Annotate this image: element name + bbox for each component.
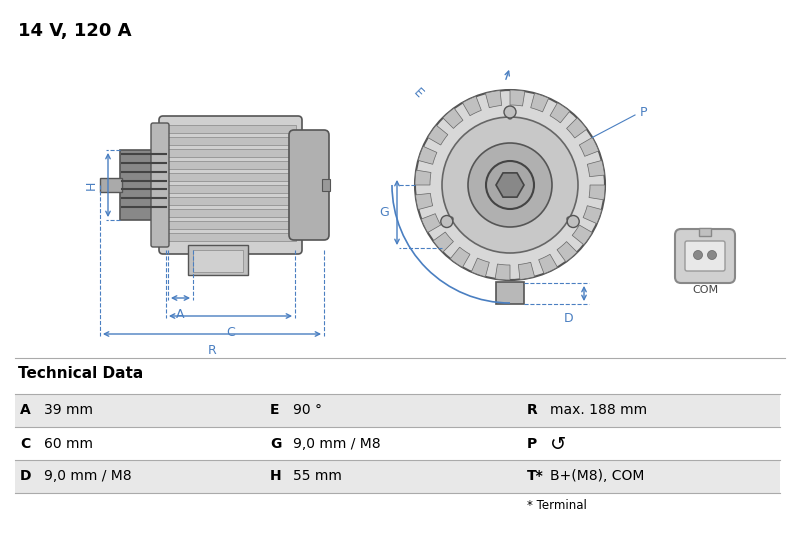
Circle shape	[567, 215, 579, 228]
Text: 14 V, 120 A: 14 V, 120 A	[18, 22, 131, 40]
Text: G: G	[379, 206, 389, 219]
Text: P: P	[640, 107, 647, 119]
Bar	[193, 250, 243, 272]
Text: 90 °: 90 °	[293, 403, 322, 417]
Text: H: H	[270, 470, 282, 483]
Bar	[165, 149, 296, 157]
Wedge shape	[428, 125, 448, 145]
Text: H: H	[85, 180, 98, 190]
Circle shape	[468, 143, 552, 227]
Wedge shape	[443, 108, 463, 128]
Wedge shape	[462, 96, 482, 116]
Wedge shape	[415, 193, 433, 209]
Wedge shape	[550, 103, 570, 123]
Wedge shape	[415, 170, 431, 185]
Circle shape	[442, 117, 578, 253]
Wedge shape	[433, 232, 454, 252]
Text: 60 mm: 60 mm	[44, 437, 93, 450]
Wedge shape	[422, 214, 441, 232]
Bar	[165, 197, 296, 205]
Bar	[100, 178, 122, 192]
FancyBboxPatch shape	[675, 229, 735, 283]
Bar	[15, 460, 780, 493]
Circle shape	[415, 90, 605, 280]
Wedge shape	[566, 118, 587, 138]
Bar	[165, 173, 296, 181]
Bar	[165, 161, 296, 169]
Bar	[165, 209, 296, 217]
Wedge shape	[538, 254, 558, 273]
Circle shape	[694, 251, 702, 260]
Bar	[165, 185, 296, 193]
Text: max. 188 mm: max. 188 mm	[550, 403, 647, 417]
Bar	[120, 150, 168, 220]
Circle shape	[707, 251, 717, 260]
Circle shape	[441, 215, 453, 228]
Bar	[496, 282, 524, 304]
Wedge shape	[530, 93, 549, 112]
Text: ↺: ↺	[550, 435, 566, 454]
Bar	[165, 233, 296, 241]
Text: T*: T*	[527, 470, 544, 483]
Text: B+(M8), COM: B+(M8), COM	[550, 470, 644, 483]
Bar	[15, 394, 780, 427]
Text: A: A	[176, 308, 185, 321]
Text: * Terminal: * Terminal	[527, 499, 587, 512]
Bar	[165, 137, 296, 145]
Wedge shape	[583, 206, 602, 224]
Text: A: A	[20, 403, 30, 417]
FancyBboxPatch shape	[159, 116, 302, 254]
Wedge shape	[486, 91, 502, 108]
Bar	[165, 125, 296, 133]
Text: Technical Data: Technical Data	[18, 366, 143, 381]
Wedge shape	[589, 185, 605, 200]
Text: E: E	[410, 86, 426, 100]
Wedge shape	[518, 262, 534, 279]
Wedge shape	[510, 90, 525, 106]
Text: P: P	[527, 437, 538, 450]
Wedge shape	[587, 160, 605, 176]
Wedge shape	[495, 264, 510, 280]
Circle shape	[486, 161, 534, 209]
Bar	[15, 427, 780, 460]
Bar	[165, 221, 296, 229]
Wedge shape	[450, 247, 470, 267]
FancyBboxPatch shape	[151, 123, 169, 247]
Text: R: R	[527, 403, 538, 417]
Text: 9,0 mm / M8: 9,0 mm / M8	[44, 470, 132, 483]
Text: C: C	[226, 326, 235, 339]
Bar	[188, 245, 248, 275]
Text: 55 mm: 55 mm	[293, 470, 342, 483]
Wedge shape	[557, 241, 577, 262]
Text: R: R	[208, 344, 216, 357]
FancyBboxPatch shape	[289, 130, 329, 240]
Wedge shape	[572, 225, 592, 245]
Text: D: D	[20, 470, 31, 483]
Text: G: G	[270, 437, 282, 450]
Bar	[322, 179, 330, 191]
Circle shape	[504, 106, 516, 118]
Wedge shape	[418, 147, 437, 164]
Text: 39 mm: 39 mm	[44, 403, 93, 417]
Wedge shape	[471, 258, 490, 277]
Text: COM: COM	[692, 285, 718, 295]
Bar	[699, 228, 711, 236]
Wedge shape	[579, 138, 598, 156]
Text: C: C	[20, 437, 30, 450]
Polygon shape	[496, 173, 524, 197]
Text: 9,0 mm / M8: 9,0 mm / M8	[293, 437, 381, 450]
Text: E: E	[270, 403, 279, 417]
Text: D: D	[564, 312, 574, 325]
FancyBboxPatch shape	[685, 241, 725, 271]
